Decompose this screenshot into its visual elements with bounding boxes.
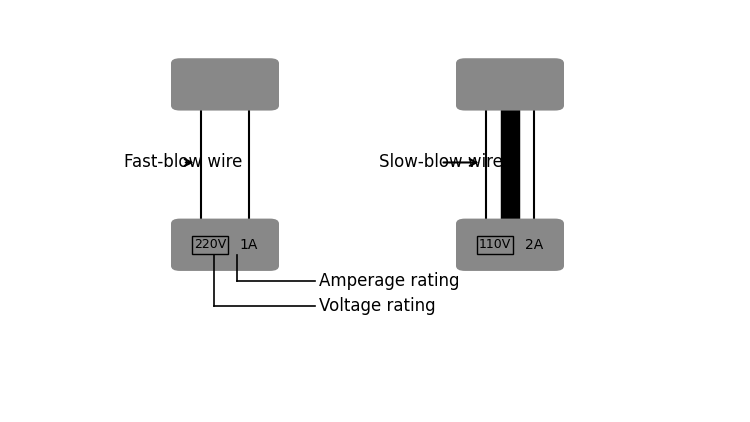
FancyBboxPatch shape (456, 58, 564, 111)
Text: Amperage rating: Amperage rating (319, 272, 459, 289)
Text: Slow-blow wire: Slow-blow wire (379, 154, 502, 171)
FancyBboxPatch shape (171, 219, 279, 271)
FancyBboxPatch shape (171, 58, 279, 111)
Text: 110V: 110V (478, 238, 512, 251)
Text: 220V: 220V (194, 238, 226, 251)
Text: Voltage rating: Voltage rating (319, 297, 435, 315)
Text: Fast-blow wire: Fast-blow wire (124, 154, 242, 171)
FancyBboxPatch shape (456, 219, 564, 271)
Text: 2A: 2A (525, 238, 543, 252)
Text: 1A: 1A (240, 238, 258, 252)
